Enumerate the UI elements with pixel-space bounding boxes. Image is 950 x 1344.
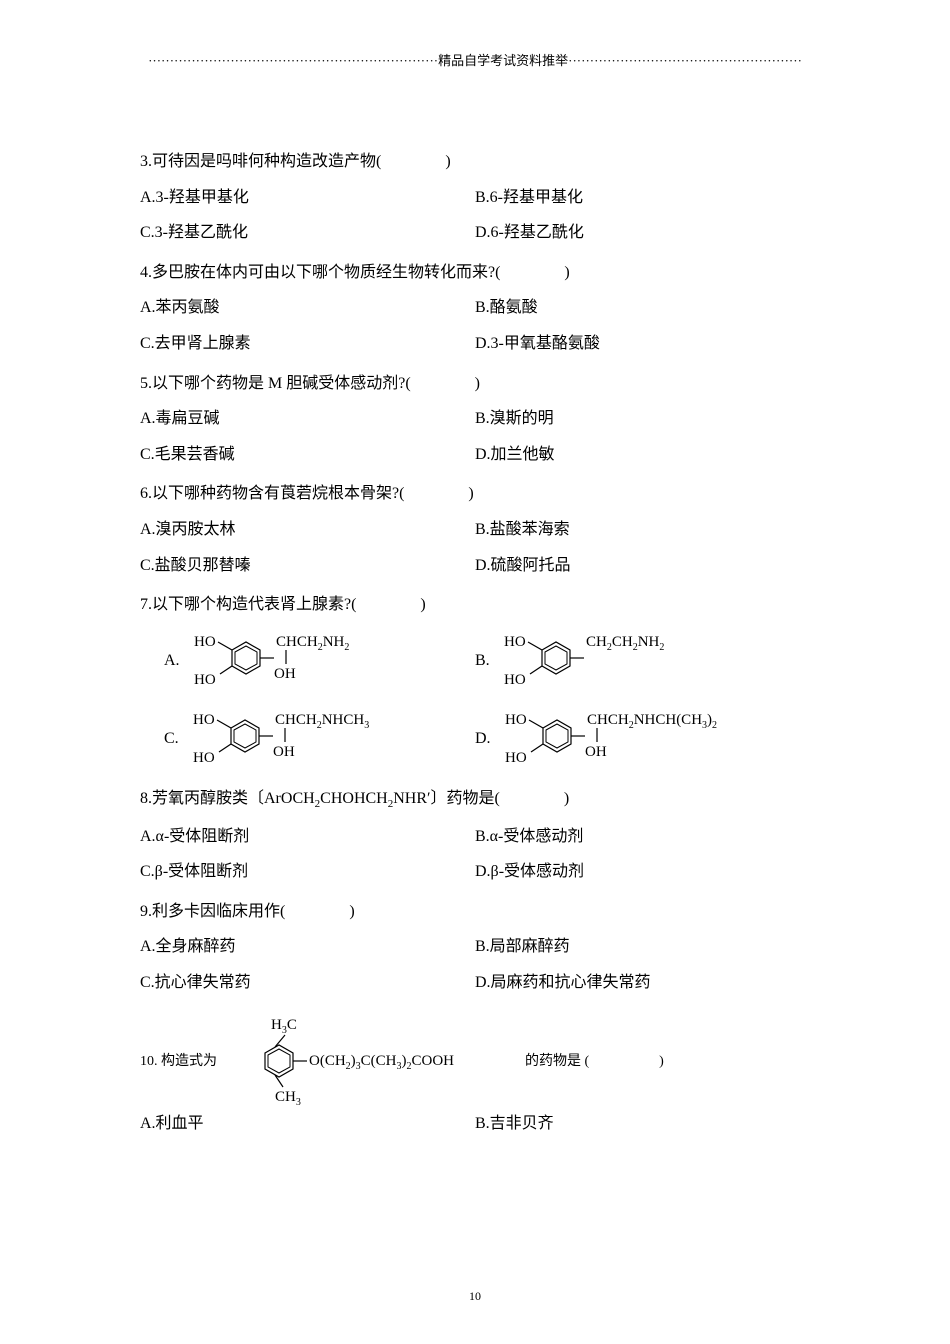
q5-opt-a: A.毒扁豆碱 <box>140 406 475 432</box>
q7-label-b: B. <box>475 652 490 670</box>
header-dots-right: ········································… <box>568 53 802 68</box>
q8-opt-b: B.α-受体感动剂 <box>475 824 810 850</box>
benzene-structure-icon: H3C O(CH2)3C(CH3)2COOH CH3 <box>225 1015 525 1105</box>
question-7: 7.以下哪个构造代表肾上腺素?( ) A. HO CHCH2NH2 OH HO … <box>140 592 810 772</box>
q5-opt-c: C.毛果芸香碱 <box>140 442 475 468</box>
question-4: 4.多巴胺在体内可由以下哪个物质经生物转化而来?( ) A.苯丙氨酸 B.酪氨酸… <box>140 260 810 357</box>
svg-text:O(CH2)3C(CH3)2COOH: O(CH2)3C(CH3)2COOH <box>309 1053 454 1072</box>
q3-stem: 3.可待因是吗啡何种构造改造产物( ) <box>140 149 810 175</box>
svg-text:OH: OH <box>585 744 607 760</box>
q6-opt-d: D.硫酸阿托品 <box>475 553 810 579</box>
svg-text:CHCH2NHCH3: CHCH2NHCH3 <box>275 712 369 731</box>
benzene-structure-icon: HO CHCH2NHCH3 OH HO <box>185 706 425 772</box>
svg-text:OH: OH <box>273 744 295 760</box>
svg-text:CH2CH2NH2: CH2CH2NH2 <box>586 634 664 653</box>
question-9: 9.利多卡因临床用作( ) A.全身麻醉药 B.局部麻醉药 C.抗心律失常药 D… <box>140 899 810 996</box>
question-10: 10. 构造式为 H3C O(CH2)3C(CH3)2COOH CH3 的药物是… <box>140 1015 810 1137</box>
q4-opt-a: A.苯丙氨酸 <box>140 295 475 321</box>
q7-label-d: D. <box>475 730 491 748</box>
q9-opt-b: B.局部麻醉药 <box>475 934 810 960</box>
q10-opt-a: A.利血平 <box>140 1111 475 1137</box>
question-8: 8.芳氧丙醇胺类〔ArOCH2CHOHCH2NHR′〕药物是( ) A.α-受体… <box>140 786 810 885</box>
svg-text:HO: HO <box>505 712 527 728</box>
question-5: 5.以下哪个药物是 M 胆碱受体感动剂?( ) A.毒扁豆碱 B.溴斯的明 C.… <box>140 371 810 468</box>
q9-opt-a: A.全身麻醉药 <box>140 934 475 960</box>
q8-post: NHR′〕药物是( ) <box>393 790 569 807</box>
svg-text:H3C: H3C <box>271 1017 297 1036</box>
header-dots-left: ········································… <box>148 53 438 68</box>
q10-opt-b: B.吉非贝齐 <box>475 1111 810 1137</box>
q5-stem: 5.以下哪个药物是 M 胆碱受体感动剂?( ) <box>140 371 810 397</box>
q5-opt-d: D.加兰他敏 <box>475 442 810 468</box>
q7-label-c: C. <box>164 730 179 748</box>
benzene-structure-icon: HO CHCH2NHCH(CH3)2 OH HO <box>497 706 777 772</box>
page-number: 10 <box>0 1289 950 1304</box>
q3-opt-a: A.3-羟基甲基化 <box>140 185 475 211</box>
q3-opt-d: D.6-羟基乙酰化 <box>475 220 810 246</box>
question-6: 6.以下哪种药物含有莨菪烷根本骨架?( ) A.溴丙胺太林 B.盐酸苯海索 C.… <box>140 481 810 578</box>
svg-text:HO: HO <box>504 672 526 688</box>
svg-text:OH: OH <box>274 666 296 682</box>
q6-opt-b: B.盐酸苯海索 <box>475 517 810 543</box>
q4-opt-c: C.去甲肾上腺素 <box>140 331 475 357</box>
svg-text:HO: HO <box>194 672 216 688</box>
q4-opt-b: B.酪氨酸 <box>475 295 810 321</box>
q7-stem: 7.以下哪个构造代表肾上腺素?( ) <box>140 592 810 618</box>
q7-struct-c: C. HO CHCH2NHCH3 OH HO <box>140 706 475 772</box>
question-3: 3.可待因是吗啡何种构造改造产物( ) A.3-羟基甲基化 B.6-羟基甲基化 … <box>140 149 810 246</box>
q8-mid1: CHOHCH <box>320 790 388 807</box>
q5-opt-b: B.溴斯的明 <box>475 406 810 432</box>
q6-opt-a: A.溴丙胺太林 <box>140 517 475 543</box>
q7-label-a: A. <box>164 652 180 670</box>
q8-opt-c: C.β-受体阻断剂 <box>140 859 475 885</box>
q3-opt-b: B.6-羟基甲基化 <box>475 185 810 211</box>
svg-text:CHCH2NHCH(CH3)2: CHCH2NHCH(CH3)2 <box>587 712 717 731</box>
q4-opt-d: D.3-甲氧基酪氨酸 <box>475 331 810 357</box>
svg-text:HO: HO <box>193 712 215 728</box>
q10-post: 的药物是 ( ) <box>525 1050 664 1070</box>
benzene-structure-icon: HO CH2CH2NH2 HO <box>496 628 736 694</box>
q8-stem: 8.芳氧丙醇胺类〔ArOCH2CHOHCH2NHR′〕药物是( ) <box>140 786 810 814</box>
header-center: 精品自学考试资料推举 <box>438 53 568 68</box>
svg-text:HO: HO <box>505 750 527 766</box>
q9-opt-d: D.局麻药和抗心律失常药 <box>475 970 810 996</box>
q7-struct-a: A. HO CHCH2NH2 OH HO <box>140 628 475 694</box>
q6-stem: 6.以下哪种药物含有莨菪烷根本骨架?( ) <box>140 481 810 507</box>
svg-text:HO: HO <box>193 750 215 766</box>
q9-opt-c: C.抗心律失常药 <box>140 970 475 996</box>
q7-struct-d: D. HO CHCH2NHCH(CH3)2 OH HO <box>475 706 810 772</box>
q7-struct-b: B. HO CH2CH2NH2 HO <box>475 628 810 694</box>
header-line: ········································… <box>140 50 810 69</box>
q6-opt-c: C.盐酸贝那替嗪 <box>140 553 475 579</box>
svg-text:CH3: CH3 <box>275 1089 301 1105</box>
q8-opt-a: A.α-受体阻断剂 <box>140 824 475 850</box>
svg-text:CHCH2NH2: CHCH2NH2 <box>276 634 349 653</box>
q8-opt-d: D.β-受体感动剂 <box>475 859 810 885</box>
q9-stem: 9.利多卡因临床用作( ) <box>140 899 810 925</box>
q3-opt-c: C.3-羟基乙酰化 <box>140 220 475 246</box>
q10-pre: 10. 构造式为 <box>140 1050 217 1070</box>
q4-stem: 4.多巴胺在体内可由以下哪个物质经生物转化而来?( ) <box>140 260 810 286</box>
benzene-structure-icon: HO CHCH2NH2 OH HO <box>186 628 406 694</box>
svg-text:HO: HO <box>504 634 526 650</box>
svg-text:HO: HO <box>194 634 216 650</box>
q8-pre: 8.芳氧丙醇胺类〔ArOCH <box>140 790 315 807</box>
